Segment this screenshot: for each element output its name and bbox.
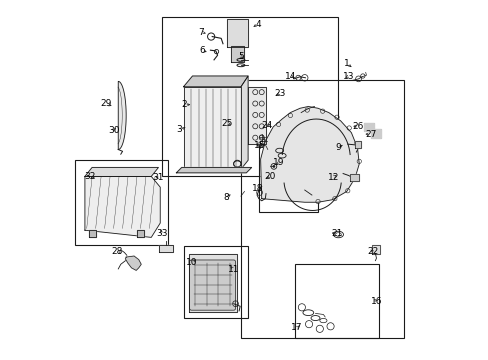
Polygon shape	[85, 176, 160, 237]
Text: 25: 25	[221, 119, 232, 128]
Polygon shape	[226, 19, 247, 47]
Bar	[241, 80, 403, 338]
Polygon shape	[260, 107, 359, 202]
Text: 2: 2	[181, 100, 187, 109]
Text: 6: 6	[199, 46, 204, 55]
Text: 11: 11	[227, 265, 239, 274]
Polygon shape	[188, 253, 237, 312]
Text: 33: 33	[156, 229, 167, 238]
Text: 31: 31	[152, 173, 164, 182]
Polygon shape	[159, 245, 173, 252]
Text: 32: 32	[84, 172, 96, 181]
Text: 9: 9	[335, 143, 341, 152]
Polygon shape	[371, 129, 380, 138]
Text: 1: 1	[343, 59, 349, 68]
Bar	[162, 17, 337, 176]
Polygon shape	[241, 76, 247, 169]
Text: 16: 16	[370, 297, 382, 306]
Polygon shape	[137, 230, 144, 237]
Text: 3: 3	[176, 125, 182, 134]
Text: 7: 7	[198, 28, 204, 37]
Polygon shape	[371, 245, 379, 253]
Text: 19: 19	[273, 158, 284, 167]
Polygon shape	[118, 81, 126, 149]
Text: 29: 29	[101, 99, 112, 108]
Text: 4: 4	[255, 19, 261, 28]
Text: 17: 17	[290, 323, 302, 332]
Bar	[183, 246, 247, 318]
Text: 30: 30	[108, 126, 119, 135]
Polygon shape	[364, 123, 373, 131]
Text: 5: 5	[238, 52, 244, 61]
Polygon shape	[247, 87, 265, 144]
Text: 21: 21	[331, 229, 342, 238]
Text: 10: 10	[185, 258, 197, 267]
Polygon shape	[349, 174, 358, 181]
Text: 18: 18	[252, 184, 264, 193]
Text: 8: 8	[223, 193, 229, 202]
Text: 20: 20	[264, 172, 275, 181]
Text: 28: 28	[111, 247, 122, 256]
Text: 13: 13	[342, 72, 353, 81]
Bar	[294, 264, 378, 338]
Polygon shape	[354, 140, 360, 148]
Text: 12: 12	[327, 173, 339, 182]
FancyBboxPatch shape	[189, 260, 235, 310]
Bar	[258, 137, 317, 212]
Text: 27: 27	[365, 130, 376, 139]
Circle shape	[272, 165, 274, 167]
Polygon shape	[230, 45, 244, 62]
Text: 24: 24	[261, 121, 272, 130]
Polygon shape	[183, 76, 247, 87]
Text: 26: 26	[352, 122, 364, 131]
Polygon shape	[88, 230, 96, 237]
Bar	[75, 160, 167, 244]
Polygon shape	[125, 256, 141, 270]
Text: 15: 15	[253, 141, 265, 150]
Polygon shape	[183, 87, 241, 169]
Text: 14: 14	[284, 72, 296, 81]
Polygon shape	[176, 167, 251, 173]
Text: 23: 23	[273, 89, 285, 98]
Text: 22: 22	[366, 247, 378, 256]
Polygon shape	[85, 167, 158, 176]
